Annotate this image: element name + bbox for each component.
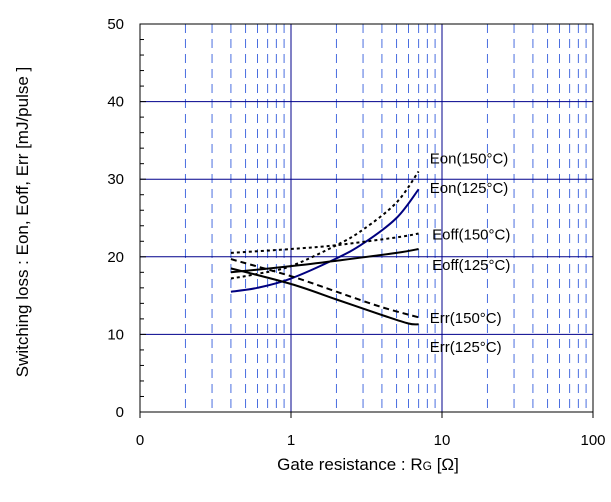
- x-axis-title-unit: [Ω]: [432, 455, 459, 474]
- x-tick-label: 10: [434, 432, 451, 449]
- y-tick-label: 20: [107, 249, 124, 266]
- tick-labels: 0 1 10 100 0 10 20 30 40 50: [107, 16, 605, 449]
- series-layer: [230, 170, 420, 326]
- curve-label-3: Eoff(125°C): [432, 257, 510, 274]
- major-grid: [140, 24, 593, 412]
- series-line-1: [230, 188, 420, 293]
- x-axis-title: Gate resistance : RG [Ω]: [277, 455, 459, 474]
- y-tick-label: 0: [116, 404, 124, 421]
- curve-label-0: Eon(150°C): [430, 151, 509, 168]
- axis-ticks: [139, 23, 594, 418]
- x-tick-label: 100: [580, 432, 605, 449]
- series-line-3: [230, 248, 419, 274]
- curve-label-5: Err(125°C): [430, 339, 502, 356]
- curve-label-2: Eoff(150°C): [432, 227, 510, 244]
- minor-grid: [184, 24, 587, 412]
- y-axis-title: Switching loss : Eon, Eoff, Err [mJ/puls…: [13, 67, 32, 378]
- curve-label-1: Eon(125°C): [430, 180, 509, 197]
- y-tick-label: 40: [107, 94, 124, 111]
- plot-frame: [139, 23, 594, 413]
- x-axis-title-text: Gate resistance : R: [277, 455, 423, 474]
- series-line-5: [230, 267, 419, 326]
- curve-label-4: Err(150°C): [430, 310, 502, 327]
- series-line-0: [230, 170, 420, 280]
- series-line-2: [230, 232, 419, 254]
- x-axis-title-subscript: G: [423, 459, 432, 473]
- y-tick-label: 10: [107, 326, 124, 343]
- series-line-4: [230, 258, 419, 319]
- x-tick-label: 1: [287, 432, 295, 449]
- y-tick-label: 50: [107, 16, 124, 33]
- y-tick-label: 30: [107, 171, 124, 188]
- x-tick-label: 0: [136, 432, 144, 449]
- curve-labels: Eon(150°C) Eon(125°C) Eoff(150°C) Eoff(125°…: [430, 151, 511, 357]
